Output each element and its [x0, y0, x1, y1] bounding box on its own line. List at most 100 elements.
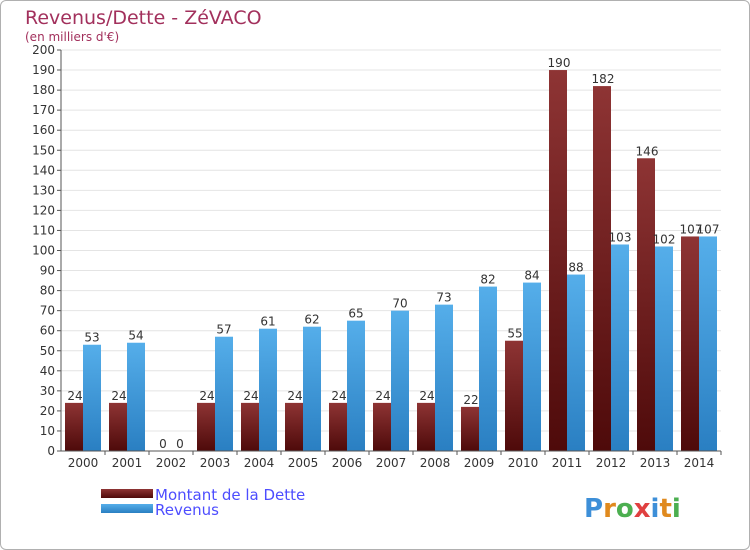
data-label-revenus: 0 [176, 437, 184, 451]
x-tick-label: 2007 [376, 456, 407, 470]
x-tick-label: 2008 [420, 456, 451, 470]
y-tick-label: 90 [40, 264, 55, 278]
bar-debt [681, 236, 699, 451]
data-label-debt: 0 [159, 437, 167, 451]
data-label-revenus: 107 [697, 222, 720, 236]
y-tick-label: 70 [40, 304, 55, 318]
data-label-debt: 24 [331, 389, 346, 403]
bar-revenus [391, 310, 409, 451]
x-tick-label: 2004 [244, 456, 275, 470]
data-label-debt: 55 [507, 327, 522, 341]
bar-debt [549, 70, 567, 452]
data-label-revenus: 70 [392, 297, 407, 311]
y-tick-label: 10 [40, 424, 55, 438]
legend-label-revenus: Revenus [155, 501, 219, 519]
data-label-revenus: 62 [304, 313, 319, 327]
bar-revenus [479, 286, 497, 451]
x-tick-label: 2013 [640, 456, 671, 470]
data-label-revenus: 82 [480, 273, 495, 287]
bar-debt [637, 158, 655, 451]
y-tick-label: 120 [32, 203, 55, 217]
bar-debt [593, 86, 611, 451]
x-tick-label: 2009 [464, 456, 495, 470]
bar-debt [505, 340, 523, 451]
y-tick-label: 30 [40, 384, 55, 398]
bar-debt [373, 402, 391, 451]
data-label-debt: 190 [548, 56, 571, 70]
data-label-debt: 24 [419, 389, 434, 403]
bar-debt [417, 402, 435, 451]
data-label-debt: 22 [463, 393, 478, 407]
chart-title: Revenus/Dette - ZéVACO [25, 7, 262, 29]
bar-revenus [523, 282, 541, 451]
bar-revenus [435, 304, 453, 451]
y-tick-label: 140 [32, 163, 55, 177]
y-tick-label: 20 [40, 404, 55, 418]
x-tick-label: 2002 [156, 456, 187, 470]
x-tick-label: 2010 [508, 456, 539, 470]
x-tick-label: 2001 [112, 456, 143, 470]
x-tick-label: 2011 [552, 456, 583, 470]
bar-revenus [611, 244, 629, 451]
y-tick-label: 200 [32, 43, 55, 57]
data-label-revenus: 103 [609, 230, 632, 244]
data-label-debt: 146 [636, 144, 659, 158]
data-label-debt: 182 [592, 72, 615, 86]
bar-revenus [259, 328, 277, 451]
y-tick-label: 190 [32, 63, 55, 77]
bar-debt [461, 406, 479, 451]
data-label-revenus: 57 [216, 323, 231, 337]
bar-revenus [215, 336, 233, 451]
data-label-revenus: 73 [436, 291, 451, 305]
svg-text:Proxiti: Proxiti [584, 494, 681, 524]
y-tick-label: 60 [40, 324, 55, 338]
bar-revenus [83, 344, 101, 451]
y-tick-label: 150 [32, 143, 55, 157]
y-tick-label: 180 [32, 83, 55, 97]
y-tick-label: 40 [40, 364, 55, 378]
legend-swatch-debt [101, 489, 153, 498]
bar-revenus [699, 236, 717, 451]
chart-subtitle: (en milliers d'€) [25, 30, 119, 44]
bar-revenus [127, 342, 145, 451]
data-label-revenus: 102 [653, 232, 676, 246]
x-tick-label: 2006 [332, 456, 363, 470]
y-tick-label: 0 [47, 444, 55, 458]
x-tick-label: 2000 [68, 456, 99, 470]
legend-swatch-revenus [101, 504, 153, 513]
data-label-revenus: 84 [524, 269, 539, 283]
legend-label-debt: Montant de la Dette [155, 486, 305, 504]
legend: Montant de la Dette Revenus [101, 486, 305, 519]
x-tick-label: 2012 [596, 456, 627, 470]
data-label-debt: 24 [67, 389, 82, 403]
bar-revenus [567, 274, 585, 451]
y-tick-label: 50 [40, 344, 55, 358]
data-label-debt: 24 [243, 389, 258, 403]
x-tick-label: 2003 [200, 456, 231, 470]
data-label-debt: 24 [287, 389, 302, 403]
bar-debt [285, 402, 303, 451]
y-tick-label: 160 [32, 123, 55, 137]
data-label-debt: 24 [111, 389, 126, 403]
bar-debt [109, 402, 127, 451]
data-label-revenus: 53 [84, 331, 99, 345]
bar-debt [197, 402, 215, 451]
data-label-debt: 107 [680, 222, 703, 236]
data-label-revenus: 88 [568, 261, 583, 275]
y-tick-label: 130 [32, 183, 55, 197]
bar-debt [329, 402, 347, 451]
bar-revenus [347, 320, 365, 451]
bar-revenus [655, 246, 673, 451]
data-label-revenus: 61 [260, 315, 275, 329]
bar-revenus [303, 326, 321, 451]
y-tick-label: 80 [40, 284, 55, 298]
y-tick-label: 110 [32, 223, 55, 237]
x-tick-label: 2014 [684, 456, 715, 470]
data-label-debt: 24 [199, 389, 214, 403]
data-label-debt: 24 [375, 389, 390, 403]
bar-debt [241, 402, 259, 451]
data-label-revenus: 65 [348, 307, 363, 321]
bar-debt [65, 402, 83, 451]
